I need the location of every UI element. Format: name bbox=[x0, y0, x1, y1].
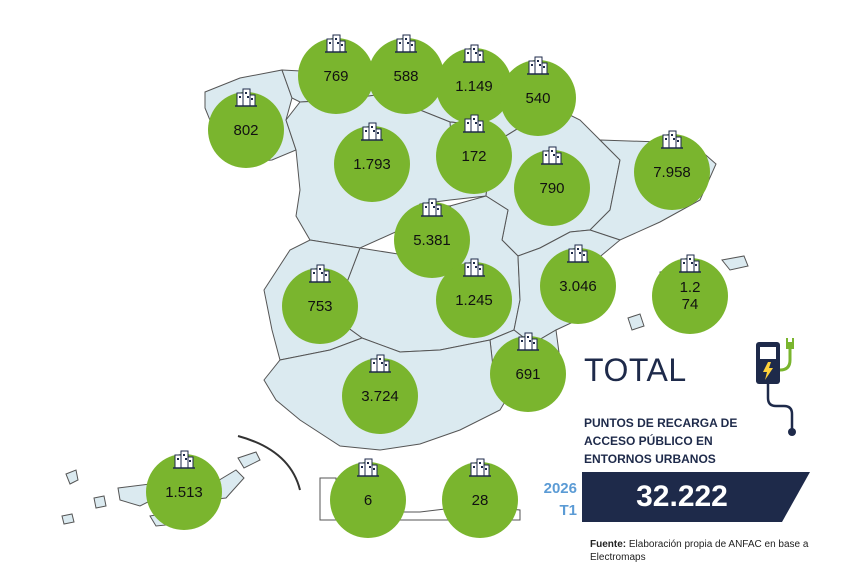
ev-charger-icon bbox=[756, 338, 796, 436]
region-value: 5.381 bbox=[413, 231, 451, 249]
city-buildings-icon bbox=[468, 456, 492, 478]
region-canarias-2 bbox=[93, 495, 107, 509]
city-buildings-icon bbox=[308, 262, 332, 284]
city-buildings-icon bbox=[368, 352, 392, 374]
period-quarter: T1 bbox=[559, 502, 577, 519]
region-canarias-5 bbox=[61, 513, 75, 525]
canarias-separator bbox=[237, 435, 301, 491]
source-label: Fuente: bbox=[590, 539, 627, 550]
city-buildings-icon bbox=[356, 456, 380, 478]
city-buildings-icon bbox=[516, 330, 540, 352]
region-canarias-7 bbox=[237, 451, 261, 469]
city-buildings-icon bbox=[172, 448, 196, 470]
period-year: 2026 bbox=[543, 480, 577, 497]
source-note: Fuente: Elaboración propia de ANFAC en b… bbox=[590, 538, 810, 564]
region-value: 540 bbox=[525, 89, 551, 107]
total-title: TOTAL bbox=[584, 352, 687, 388]
source-text: Elaboración propia de ANFAC en base a El… bbox=[590, 539, 809, 563]
region-value: 588 bbox=[393, 67, 419, 85]
region-value: 790 bbox=[539, 179, 565, 197]
region-value: 7.958 bbox=[653, 163, 691, 181]
region-value: 1.149 bbox=[455, 77, 493, 95]
region-value: 1.2 74 bbox=[679, 279, 701, 313]
city-buildings-icon bbox=[462, 112, 486, 134]
region-value: 3.724 bbox=[361, 387, 399, 405]
region-value: 1.793 bbox=[353, 155, 391, 173]
city-buildings-icon bbox=[566, 242, 590, 264]
region-value: 172 bbox=[461, 147, 487, 165]
city-buildings-icon bbox=[394, 32, 418, 54]
region-value: 28 bbox=[471, 491, 489, 509]
region-value: 3.046 bbox=[559, 277, 597, 295]
region-value: 753 bbox=[307, 297, 333, 315]
region-value: 1.245 bbox=[455, 291, 493, 309]
city-buildings-icon bbox=[678, 252, 702, 274]
region-value: 769 bbox=[323, 67, 349, 85]
city-buildings-icon bbox=[462, 42, 486, 64]
city-buildings-icon bbox=[360, 120, 384, 142]
region-value: 1.513 bbox=[165, 483, 203, 501]
city-buildings-icon bbox=[234, 86, 258, 108]
total-box bbox=[582, 472, 810, 522]
region-value: 802 bbox=[233, 121, 259, 139]
city-buildings-icon bbox=[420, 196, 444, 218]
region-baleares-ibiza bbox=[627, 313, 645, 331]
region-canarias-1 bbox=[65, 469, 79, 485]
region-baleares-menorca bbox=[721, 255, 749, 271]
total-subtitle: PUNTOS DE RECARGA DE ACCESO PÚBLICO EN E… bbox=[584, 416, 738, 466]
region-value: 691 bbox=[515, 365, 541, 383]
region-value: 6 bbox=[363, 491, 373, 509]
city-buildings-icon bbox=[660, 128, 684, 150]
region-bubble: 3.046 bbox=[540, 248, 616, 324]
city-buildings-icon bbox=[526, 54, 550, 76]
city-buildings-icon bbox=[540, 144, 564, 166]
region-bubble: 1.513 bbox=[146, 454, 222, 530]
total-value: 32.222 bbox=[636, 480, 728, 513]
city-buildings-icon bbox=[324, 32, 348, 54]
city-buildings-icon bbox=[462, 256, 486, 278]
